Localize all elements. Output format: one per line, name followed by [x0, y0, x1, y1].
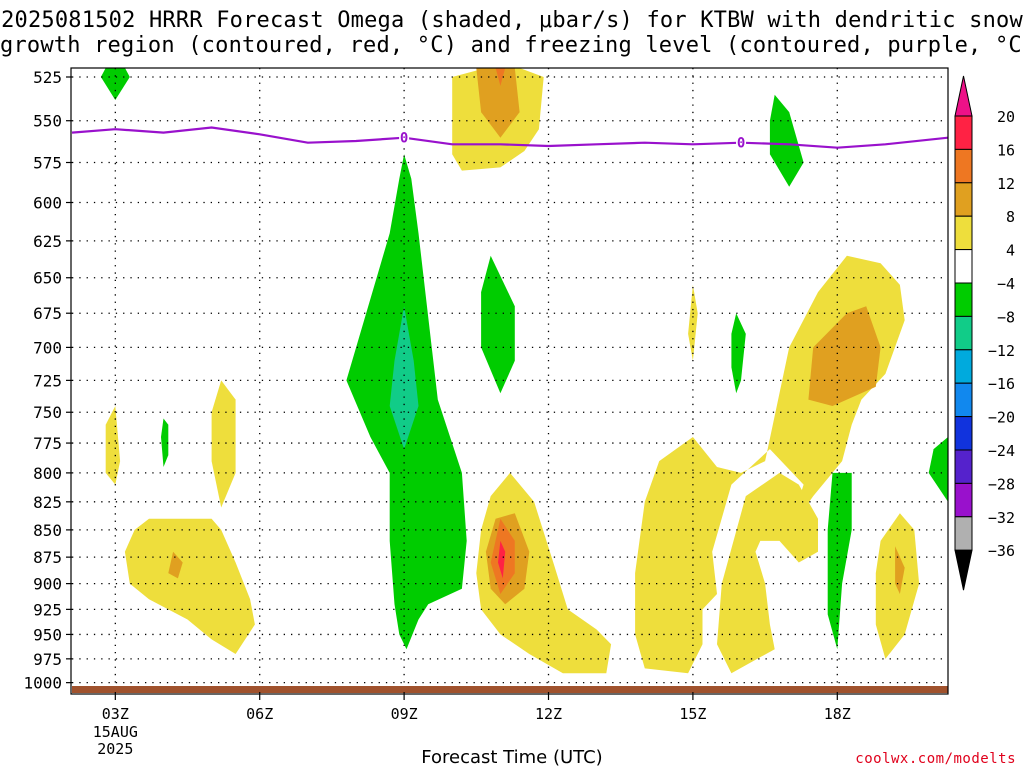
colorbar-label-1: 16: [997, 141, 1015, 159]
colorbar-label-7: −12: [988, 342, 1015, 360]
colorbar-swatch-9: [954, 416, 973, 451]
omega-region-26: [895, 546, 905, 594]
chart-title-line2: growth region (contoured, red, °C) and f…: [0, 33, 1024, 58]
grid-lines: [72, 68, 948, 692]
y-tick-label-775: 775: [33, 434, 62, 453]
y-tick-label-750: 750: [33, 403, 62, 422]
colorbar-swatch-12: [954, 516, 973, 551]
y-axis-pressure-labels: 525 550 575 600 625 650 675 700 725 750 775 800 825 8…: [23, 68, 72, 693]
colorbar-swatch-0: [954, 115, 973, 150]
x-tick-label-15Z: 15Z: [679, 705, 706, 723]
colorbar-swatch-4: [954, 249, 973, 284]
x-tick-label-06Z: 06Z: [246, 705, 273, 723]
freezing-level-line: [71, 126, 948, 149]
y-tick-label-650: 650: [33, 269, 62, 288]
y-tick-label-825: 825: [33, 493, 62, 512]
omega-region-10: [161, 418, 169, 467]
colorbar-top-arrow: [954, 75, 973, 117]
colorbar-label-0: 20: [997, 108, 1015, 126]
x-tick-label-09Z: 09Z: [391, 705, 418, 723]
y-tick-label-700: 700: [33, 338, 62, 357]
omega-region-12: [928, 437, 948, 502]
chart-title-line1: 2025081502 HRRR Forecast Omega (shaded, …: [1, 8, 1023, 33]
omega-region-3: [100, 68, 130, 100]
omega-region-7: [769, 94, 804, 187]
y-tick-label-975: 975: [33, 650, 62, 669]
x-axis-title: Forecast Time (UTC): [421, 747, 603, 768]
colorbar-label-10: −24: [988, 442, 1015, 460]
colorbar-swatch-6: [954, 315, 973, 351]
colorbar-swatch-3: [954, 215, 973, 251]
x-tick-date: 15AUG: [93, 723, 138, 741]
colorbar-label-6: −8: [997, 308, 1015, 326]
colorbar-swatch-2: [954, 182, 973, 217]
y-tick-label-550: 550: [33, 112, 62, 131]
x-tick-year: 2025: [97, 740, 133, 758]
omega-region-23: [808, 306, 881, 406]
plot-frame: [70, 67, 949, 695]
y-tick-label-600: 600: [33, 194, 62, 213]
colorbar-label-3: 8: [1006, 208, 1015, 226]
y-tick-label-575: 575: [33, 154, 62, 173]
colorbar-label-12: −32: [988, 509, 1015, 527]
colorbar-label-8: −16: [988, 375, 1015, 393]
y-tick-label-900: 900: [33, 575, 62, 594]
colorbar-label-4: 4: [1006, 242, 1015, 260]
omega-region-2: [495, 68, 506, 86]
colorbar-label-2: 12: [997, 175, 1015, 193]
x-tick-label-12Z: 12Z: [535, 705, 562, 723]
y-tick-label-725: 725: [33, 371, 62, 390]
omega-region-13: [105, 406, 121, 485]
y-tick-label-525: 525: [33, 68, 62, 87]
credit-link[interactable]: coolwx.com/modelts: [855, 751, 1016, 767]
omega-region-20: [498, 540, 506, 579]
freezing-level-label-1: 0: [737, 136, 745, 152]
freezing-label-bg-1: [736, 134, 747, 150]
y-tick-label-875: 875: [33, 548, 62, 567]
ground-strip: [72, 686, 948, 693]
colorbar-label-5: −4: [997, 275, 1015, 293]
omega-region-1: [476, 68, 520, 138]
omega-region-6: [481, 255, 515, 394]
x-tick-label-03Z: 03Z: [102, 705, 129, 723]
omega-region-16: [168, 551, 183, 579]
omega-region-14: [211, 380, 236, 508]
y-tick-label-675: 675: [33, 304, 62, 323]
colorbar-swatch-11: [954, 482, 973, 518]
omega-region-5: [389, 306, 419, 450]
freezing-label-bg-0: [399, 129, 410, 145]
colorbar-label-13: −36: [988, 542, 1015, 560]
y-tick-label-1000: 1000: [23, 674, 62, 693]
x-tick-label-18Z: 18Z: [824, 705, 851, 723]
colorbar-swatch-8: [954, 382, 973, 418]
omega-region-8: [731, 313, 746, 394]
colorbar-swatch-10: [954, 449, 973, 484]
omega-region-15: [124, 518, 255, 654]
y-tick-label-925: 925: [33, 600, 62, 619]
colorbar-label-9: −20: [988, 409, 1015, 427]
colorbar-swatch-7: [954, 349, 973, 384]
freezing-level-label-0: 0: [400, 131, 408, 147]
colorbar: 20 16 12 8 4 −4 −8 −12 −16 −20 −24 −28 −32 −36: [954, 75, 1015, 591]
y-tick-label-625: 625: [33, 232, 62, 251]
y-tick-label-950: 950: [33, 625, 62, 644]
colorbar-label-11: −28: [988, 475, 1015, 493]
omega-region-21: [688, 284, 698, 361]
colorbar-bottom-arrow: [954, 549, 973, 591]
omega-region-24: [717, 472, 818, 674]
colorbar-swatch-5: [954, 282, 973, 317]
y-tick-label-850: 850: [33, 521, 62, 540]
y-tick-label-800: 800: [33, 464, 62, 483]
colorbar-swatch-1: [954, 148, 973, 184]
omega-region-11: [827, 472, 852, 650]
omega-shading: [100, 68, 948, 674]
